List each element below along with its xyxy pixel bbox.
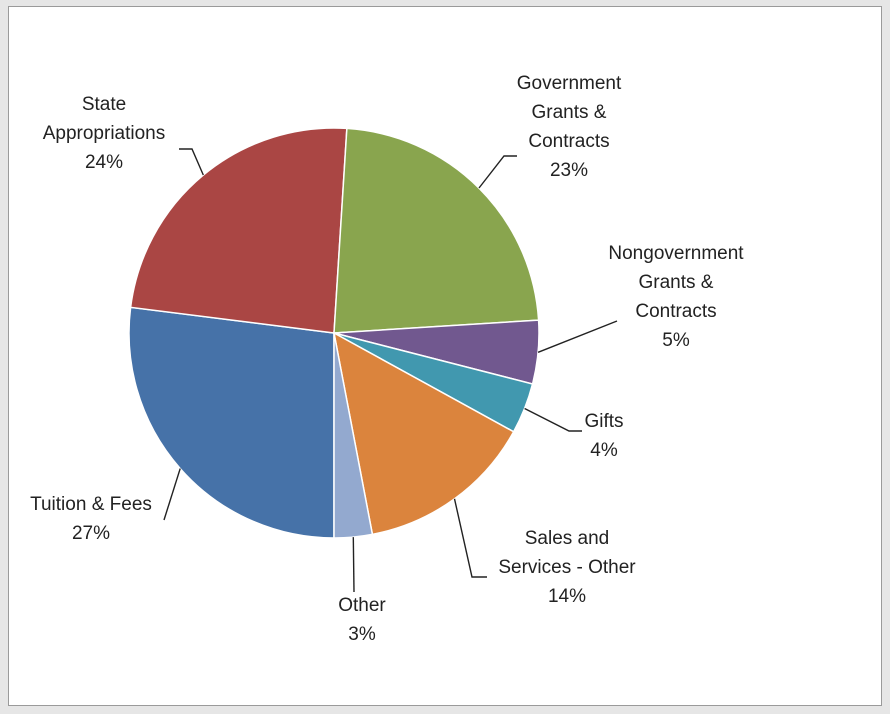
leader-line-state-appropriations <box>179 148 204 176</box>
slice-name-label: Other <box>338 595 386 616</box>
slice-label-state-appropriations: State Appropriations 24% <box>43 94 166 173</box>
slice-label-government-grants-and-contracts: Government Grants & Contracts 23% <box>517 73 622 181</box>
slice-percent-label: 23% <box>550 160 588 181</box>
pie-slice-government-grants-and-contracts <box>333 127 540 334</box>
slice-label-nongovernment-grants-and-contracts: Nongovernment Grants & Contracts 5% <box>608 243 744 351</box>
slice-label-gifts: Gifts 4% <box>584 411 623 461</box>
slice-name-label: Government <box>517 73 622 94</box>
slice-percent-label: 3% <box>348 624 376 645</box>
slice-name-label: Services - Other <box>498 557 636 578</box>
leader-line-government-grants-and-contracts <box>478 155 517 189</box>
leader-lines <box>163 148 618 593</box>
slice-label-sales-and-services-other: Sales and Services - Other 14% <box>498 528 636 607</box>
slice-percent-label: 4% <box>590 440 618 461</box>
slice-label-tuition-and-fees: Tuition & Fees 27% <box>30 494 152 544</box>
pie-slice-other <box>333 332 374 539</box>
slice-name-label: Gifts <box>584 411 623 432</box>
leader-line-tuition-and-fees <box>163 468 181 521</box>
leader-line-other <box>352 537 355 593</box>
slice-name-label: Sales and <box>525 528 610 549</box>
pie-slice-state-appropriations <box>129 127 348 334</box>
slice-name-label: Grants & <box>532 102 607 123</box>
slice-name-label: State <box>82 94 126 115</box>
slice-label-other: Other 3% <box>338 595 386 645</box>
chart-panel: Tuition & Fees 27% State Appropriations 24% G… <box>8 6 882 706</box>
pie-chart: Tuition & Fees 27% State Appropriations 24% G… <box>30 73 744 645</box>
leader-line-nongovernment-grants-and-contracts <box>537 320 618 353</box>
slice-name-label: Tuition & Fees <box>30 494 152 515</box>
slice-name-label: Grants & <box>639 272 714 293</box>
slice-percent-label: 14% <box>548 586 586 607</box>
leader-line-sales-and-services-other <box>453 498 487 578</box>
slice-percent-label: 5% <box>662 330 690 351</box>
slice-name-label: Contracts <box>635 301 716 322</box>
pie-slice-tuition-and-fees <box>128 306 335 539</box>
slice-percent-label: 27% <box>72 523 110 544</box>
slice-name-label: Contracts <box>528 131 609 152</box>
leader-line-gifts <box>524 407 582 432</box>
slice-name-label: Nongovernment <box>608 243 744 264</box>
slice-labels: Tuition & Fees 27% State Appropriations 24% G… <box>30 73 744 645</box>
slice-name-label: Appropriations <box>43 123 166 144</box>
slice-percent-label: 24% <box>85 152 123 173</box>
pie-slices <box>128 127 540 539</box>
